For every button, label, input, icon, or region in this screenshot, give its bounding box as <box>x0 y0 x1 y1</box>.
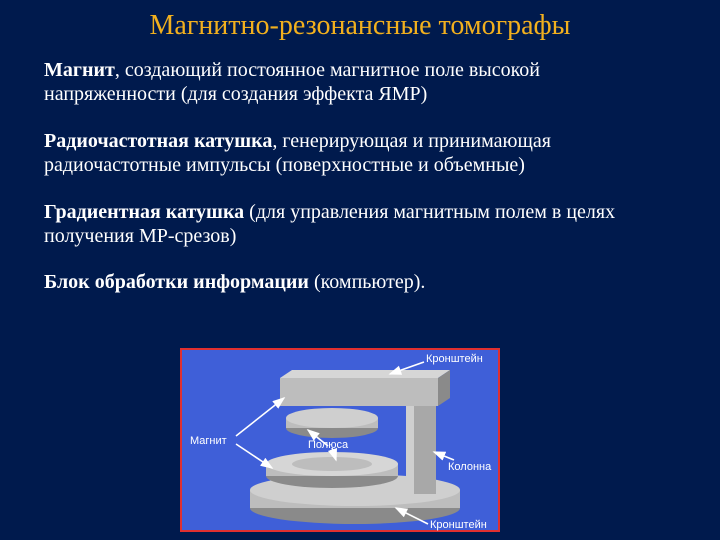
diagram-label-poles: Полюса <box>308 439 349 451</box>
diagram-label-magnet: Магнит <box>190 435 227 447</box>
paragraph-rest: , создающий постоянное магнитное поле вы… <box>44 59 540 105</box>
paragraph: Градиентная катушка (для управления магн… <box>44 200 674 249</box>
body-text: Магнит, создающий постоянное магнитное п… <box>44 58 674 317</box>
paragraph-term: Блок обработки информации <box>44 271 309 293</box>
paragraph-rest: (компьютер). <box>309 271 425 293</box>
paragraph-term: Магнит <box>44 59 115 81</box>
paragraph-term: Радиочастотная катушка <box>44 130 272 152</box>
paragraph: Магнит, создающий постоянное магнитное п… <box>44 58 674 107</box>
paragraph-term: Градиентная катушка <box>44 201 244 223</box>
diagram-label-bracket-bottom: Кронштейн <box>430 519 487 531</box>
diagram-label-column: Колонна <box>448 461 492 473</box>
paragraph: Блок обработки информации (компьютер). <box>44 270 674 294</box>
diagram-label-bracket-top: Кронштейн <box>426 353 483 365</box>
mri-diagram: Магнит Кронштейн Полюса Колонна Кронштей… <box>180 348 502 536</box>
slide: Магнитно-резонансные томографы Магнит, с… <box>0 0 720 540</box>
slide-title: Магнитно-резонансные томографы <box>0 10 720 42</box>
paragraph: Радиочастотная катушка, генерирующая и п… <box>44 129 674 178</box>
